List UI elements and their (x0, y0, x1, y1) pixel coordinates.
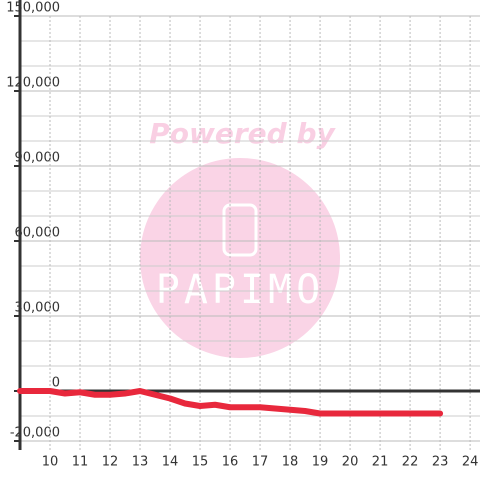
y-tick-label: 60,000 (15, 226, 61, 241)
x-tick-label: 17 (252, 455, 269, 470)
x-tick-label: 20 (342, 455, 359, 470)
x-tick-label: 16 (222, 455, 239, 470)
watermark-icon (222, 203, 258, 257)
x-tick-label: 22 (402, 455, 419, 470)
y-tick-label: 0 (52, 376, 60, 391)
y-tick-label: -20,000 (10, 426, 60, 441)
x-tick-label: 15 (192, 455, 209, 470)
y-tick-label: 150,000 (6, 1, 60, 16)
x-tick-label: 13 (132, 455, 149, 470)
x-tick-label: 21 (372, 455, 389, 470)
x-tick-label: 12 (102, 455, 119, 470)
x-tick-label: 24 (462, 455, 479, 470)
y-tick-label: 120,000 (6, 76, 60, 91)
y-tick-label: 30,000 (15, 301, 61, 316)
x-tick-label: 23 (432, 455, 449, 470)
y-tick-label: 90,000 (15, 151, 61, 166)
data-line (17, 388, 444, 417)
x-tick-label: 18 (282, 455, 299, 470)
x-tick-label: 11 (72, 455, 89, 470)
x-tick-label: 10 (42, 455, 59, 470)
watermark-text: Powered by (149, 117, 336, 150)
x-tick-label: 19 (312, 455, 329, 470)
watermark-logo: PAPIMO (156, 267, 325, 313)
x-tick-label: 14 (162, 455, 179, 470)
